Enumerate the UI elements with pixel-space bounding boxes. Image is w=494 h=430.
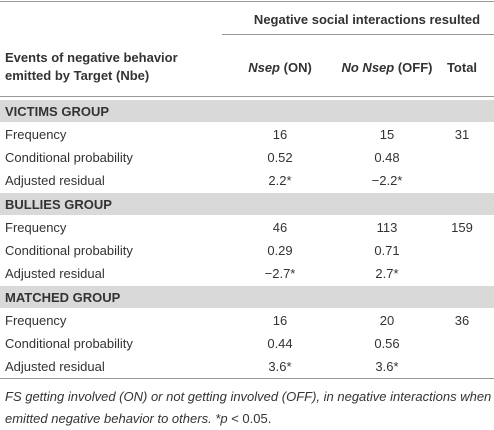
cell: 36: [454, 313, 470, 328]
row-header: emitted by Target (Nbe): [5, 68, 150, 83]
cell: 113: [376, 220, 398, 235]
column-header: No Nsep (OFF): [341, 60, 432, 75]
row-label: Conditional probability: [5, 243, 133, 258]
row-label: Adjusted residual: [5, 173, 105, 188]
column-header-text: (OFF): [397, 60, 433, 75]
rule: [0, 1, 494, 2]
cell: −2.7*: [264, 266, 296, 281]
group-title: BULLIES GROUP: [5, 197, 112, 212]
cell: 16: [272, 127, 288, 142]
row-label: Adjusted residual: [5, 266, 105, 281]
group-title: VICTIMS GROUP: [5, 104, 110, 119]
cell: 46: [272, 220, 288, 235]
group-band: [0, 286, 494, 308]
row-label: Frequency: [5, 313, 67, 328]
cell: 0.44: [267, 336, 293, 351]
row-label: Conditional probability: [5, 336, 133, 351]
cell: 0.48: [374, 150, 400, 165]
column-header: Nsep (ON): [248, 60, 312, 75]
cell: 0.71: [374, 243, 400, 258]
footnote-part: < 0.05.: [227, 411, 272, 426]
cell: 0.56: [374, 336, 400, 351]
row-label: Conditional probability: [5, 150, 133, 165]
group-band: [0, 100, 494, 122]
cell: 31: [454, 127, 470, 142]
cell: 0.29: [267, 243, 293, 258]
footnote-part: p: [220, 411, 228, 426]
cell: 2.7*: [375, 266, 399, 281]
column-header: Total: [447, 60, 477, 75]
span-header: Negative social interactions resulted: [253, 12, 481, 27]
cell: 3.6*: [268, 359, 292, 374]
cell: 2.2*: [268, 173, 292, 188]
rule: [0, 96, 494, 97]
cell: 0.52: [267, 150, 293, 165]
rule: [222, 34, 494, 35]
row-label: Frequency: [5, 127, 67, 142]
column-header-italic: Nsep: [248, 60, 280, 75]
cell: 15: [379, 127, 395, 142]
row-label: Adjusted residual: [5, 359, 105, 374]
footnote: FS getting involved (ON) or not getting …: [5, 389, 494, 404]
footnote: emitted negative behavior to others. *p …: [5, 411, 271, 426]
group-band: [0, 193, 494, 215]
row-header: Events of negative behavior: [5, 50, 178, 65]
cell: 159: [451, 220, 473, 235]
cell: 3.6*: [375, 359, 399, 374]
column-header-text: (ON): [283, 60, 312, 75]
column-header-text: Total: [446, 60, 478, 75]
column-header-italic: No Nsep: [341, 60, 395, 75]
footnote-part: emitted negative behavior to others. *: [5, 411, 221, 426]
group-title: MATCHED GROUP: [5, 290, 121, 305]
cell: 16: [272, 313, 288, 328]
cell: −2.2*: [371, 173, 403, 188]
rule: [0, 378, 494, 379]
row-label: Frequency: [5, 220, 67, 235]
cell: 20: [379, 313, 395, 328]
